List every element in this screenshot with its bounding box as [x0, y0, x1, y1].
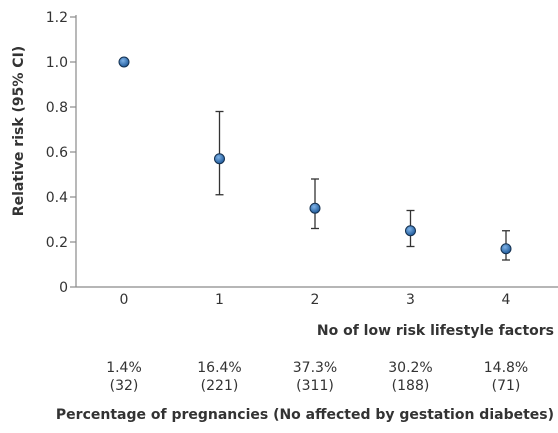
- x-axis-title: No of low risk lifestyle factors: [317, 323, 554, 339]
- x-tick-label: 2: [311, 292, 320, 308]
- y-axis: 0 0.2 0.4 0.6 0.8 1.0 1.2: [46, 10, 77, 296]
- data-point: [500, 243, 512, 255]
- y-tick-label: 0.6: [46, 145, 68, 161]
- x-tick-label: 1: [215, 292, 224, 308]
- y-tick-label: 0.2: [46, 235, 68, 251]
- y-tick-label: 0: [59, 280, 68, 296]
- y-tick-label: 1.0: [46, 55, 68, 71]
- x-tick-label: 3: [406, 292, 415, 308]
- y-axis-title: Relative risk (95% CI): [11, 46, 27, 216]
- secondary-axis-title: Percentage of pregnancies (No affected b…: [56, 407, 554, 423]
- percentage-label: 37.3%: [293, 360, 337, 376]
- percentage-labels: 1.4% (32) 16.4% (221) 37.3% (311) 30.2% (188) 14…: [106, 360, 528, 394]
- count-label: (32): [110, 378, 139, 394]
- percentage-label: 16.4%: [197, 360, 241, 376]
- y-tick-label: 1.2: [46, 10, 68, 26]
- data-point: [118, 56, 130, 68]
- x-tick-label: 0: [120, 292, 129, 308]
- data-point: [214, 153, 225, 165]
- percentage-label: 1.4%: [106, 360, 142, 376]
- count-label: (221): [201, 378, 239, 394]
- y-tick-label: 0.8: [46, 100, 68, 116]
- data-point: [405, 225, 416, 237]
- x-tick-label: 4: [502, 292, 511, 308]
- error-bars: [215, 110, 510, 261]
- count-label: (71): [492, 378, 521, 394]
- x-axis: 0 1 2 3 4: [76, 286, 558, 308]
- y-tick-label: 0.4: [46, 190, 68, 206]
- percentage-label: 30.2%: [388, 360, 432, 376]
- count-label: (188): [392, 378, 430, 394]
- data-point: [309, 202, 321, 214]
- count-label: (311): [296, 378, 334, 394]
- data-points: [118, 56, 512, 255]
- percentage-label: 14.8%: [484, 360, 528, 376]
